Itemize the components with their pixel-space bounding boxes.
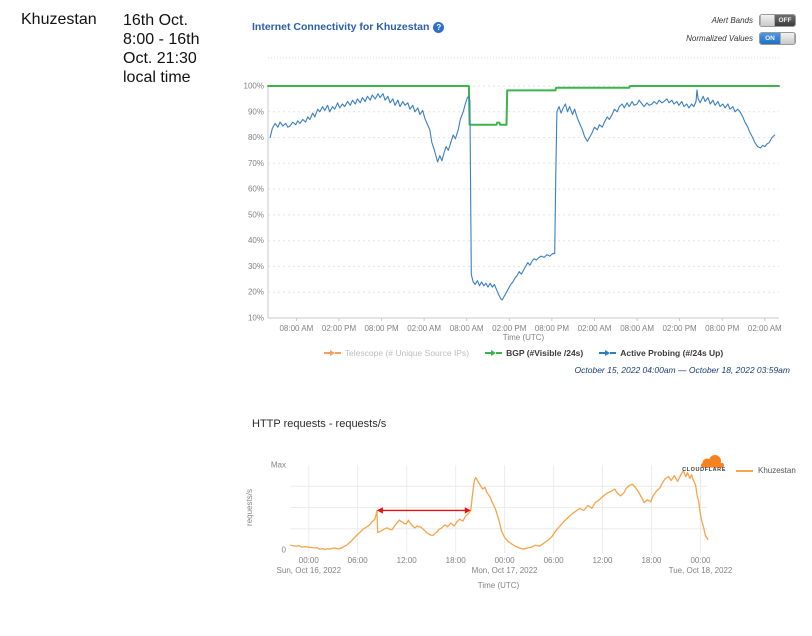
alert-bands-row: Alert Bands OFF bbox=[712, 14, 796, 27]
y-axis-title: requests/s bbox=[245, 489, 254, 526]
caption-timeframe: 16th Oct. 8:00 - 16th Oct. 21:30 local t… bbox=[123, 12, 200, 86]
ioda-date-range: October 15, 2022 04:00am — October 18, 2… bbox=[574, 365, 790, 375]
active-probing-legend-marker-icon bbox=[599, 350, 617, 356]
normalized-values-toggle[interactable]: ON bbox=[759, 32, 796, 45]
telescope-legend-marker-icon bbox=[323, 350, 341, 356]
series-line-bgp-visible-24s- bbox=[267, 85, 780, 126]
y-tick-label: 60% bbox=[248, 185, 264, 194]
chart-toggles: Alert Bands OFF Normalized Values ON bbox=[686, 14, 796, 45]
khuzestan-legend-marker-icon bbox=[736, 469, 753, 472]
x-tick-label: 02:00 AM bbox=[748, 324, 782, 333]
x-tick-label: 08:00 PM bbox=[535, 324, 570, 333]
toggle-state: OFF bbox=[775, 15, 795, 26]
legend-label: Active Probing (#/24s Up) bbox=[620, 348, 724, 358]
y-tick-label: 0 bbox=[282, 546, 287, 555]
x-tick-label: 00:00 bbox=[495, 556, 516, 565]
legend-item-active-probing[interactable]: Active Probing (#/24s Up) bbox=[599, 348, 723, 358]
ioda-title-text: Internet Connectivity for Khuzestan bbox=[252, 21, 430, 33]
legend-label: Telescope (# Unique Source IPs) bbox=[344, 348, 470, 358]
x-tick-label: 08:00 PM bbox=[705, 324, 740, 333]
arrowhead-left bbox=[376, 507, 383, 514]
x-tick-date-label: Mon, Oct 17, 2022 bbox=[472, 566, 538, 575]
toggle-knob bbox=[760, 15, 775, 26]
series-line-active-probing-24s-up- bbox=[269, 89, 776, 301]
ioda-chart-legend: Telescope (# Unique Source IPs) BGP (#Vi… bbox=[268, 348, 779, 358]
x-axis-title: Time (UTC) bbox=[478, 581, 520, 590]
y-tick-label: 30% bbox=[248, 262, 264, 271]
x-tick-date-label: Tue, Oct 18, 2022 bbox=[669, 566, 733, 575]
y-tick-label: Max bbox=[271, 461, 286, 470]
x-tick-label: 02:00 PM bbox=[662, 324, 697, 333]
legend-item-telescope[interactable]: Telescope (# Unique Source IPs) bbox=[323, 348, 470, 358]
x-tick-label: 18:00 bbox=[446, 556, 467, 565]
bgp-legend-marker-icon bbox=[485, 350, 503, 356]
x-tick-label: 00:00 bbox=[299, 556, 320, 565]
x-tick-label: 08:00 AM bbox=[450, 324, 484, 333]
cloudflare-wordmark: CLOUDFLARE bbox=[682, 467, 726, 473]
toggle-knob bbox=[780, 33, 795, 44]
y-tick-label: 20% bbox=[248, 288, 264, 297]
y-tick-label: 90% bbox=[248, 107, 264, 116]
y-tick-label: 40% bbox=[248, 236, 264, 245]
ioda-connectivity-chart[interactable]: 100% 90% 80% 70% 60% 50% 40% 30% 20% 10% 08:00 AM 0… bbox=[240, 56, 800, 348]
help-icon[interactable]: ? bbox=[433, 21, 445, 33]
x-tick-date-label: Sun, Oct 16, 2022 bbox=[277, 566, 342, 575]
y-tick-label: 50% bbox=[248, 210, 264, 219]
x-tick-label: 02:00 PM bbox=[492, 324, 527, 333]
arrowhead-right bbox=[464, 507, 471, 514]
x-tick-label: 06:00 bbox=[544, 556, 565, 565]
x-tick-label: 08:00 PM bbox=[364, 324, 399, 333]
toggle-state: ON bbox=[760, 33, 780, 44]
x-tick-label: 02:00 AM bbox=[407, 324, 441, 333]
x-tick-label: 00:00 bbox=[690, 556, 711, 565]
y-tick-label: 70% bbox=[248, 159, 264, 168]
x-tick-label: 18:00 bbox=[641, 556, 662, 565]
x-tick-label: 12:00 bbox=[592, 556, 613, 565]
alert-bands-label: Alert Bands bbox=[711, 16, 753, 25]
cloudflare-chart-title: HTTP requests - requests/s bbox=[252, 418, 387, 430]
normalized-values-row: Normalized Values ON bbox=[686, 32, 796, 45]
normalized-values-label: Normalized Values bbox=[686, 34, 753, 43]
x-axis-title: Time (UTC) bbox=[503, 333, 545, 342]
x-tick-label: 08:00 AM bbox=[620, 324, 654, 333]
x-tick-label: 02:00 AM bbox=[578, 324, 612, 333]
x-tick-label: 02:00 PM bbox=[322, 324, 357, 333]
y-tick-label: 10% bbox=[248, 314, 264, 323]
legend-label: BGP (#Visible /24s) bbox=[506, 348, 584, 358]
alert-bands-toggle[interactable]: OFF bbox=[759, 14, 796, 27]
caption-region-name: Khuzestan bbox=[21, 11, 97, 28]
series-line-khuzestan bbox=[290, 470, 709, 551]
x-tick-label: 08:00 AM bbox=[279, 324, 313, 333]
y-tick-label: 100% bbox=[244, 82, 264, 91]
x-tick-label: 12:00 bbox=[397, 556, 418, 565]
cloudflare-cloud-icon bbox=[701, 455, 724, 468]
ioda-chart-title: Internet Connectivity for Khuzestan ? bbox=[252, 21, 445, 33]
y-tick-label: 80% bbox=[248, 133, 264, 142]
cf-legend-item-khuzestan[interactable]: Khuzestan bbox=[736, 466, 796, 475]
cloudflare-logo: CLOUDFLARE bbox=[652, 455, 726, 473]
legend-label: Khuzestan bbox=[758, 466, 796, 475]
legend-item-bgp[interactable]: BGP (#Visible /24s) bbox=[485, 348, 583, 358]
x-tick-label: 06:00 bbox=[348, 556, 369, 565]
